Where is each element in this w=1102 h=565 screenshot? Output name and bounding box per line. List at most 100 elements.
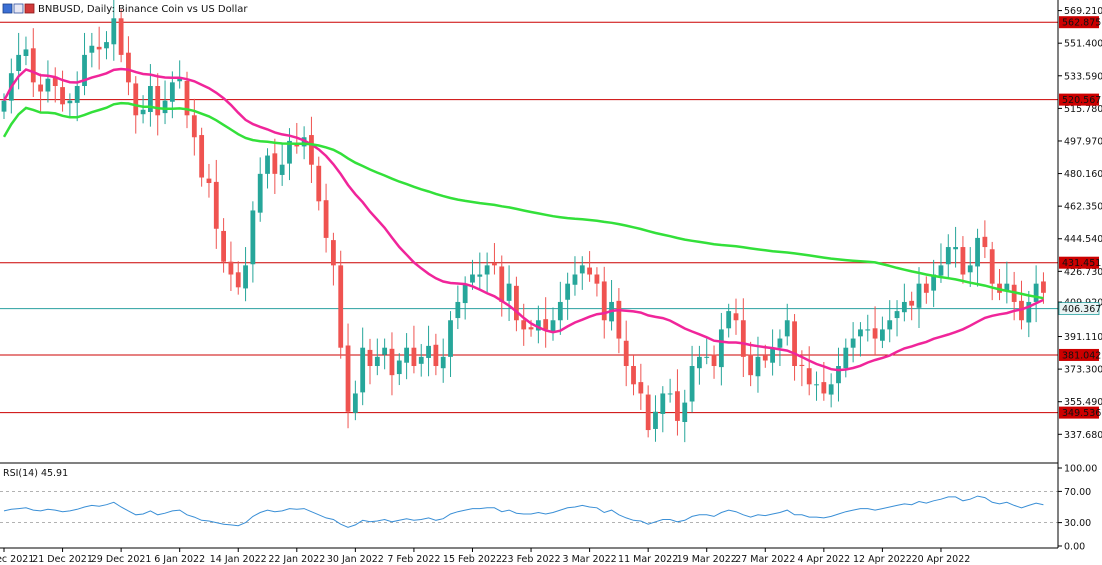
x-tick-label: 7 Feb 2022: [387, 554, 440, 565]
candle-body: [499, 266, 505, 302]
close-icon: [24, 3, 35, 14]
candle-body: [338, 265, 344, 348]
candle-body: [770, 347, 775, 363]
moving-average-fast: [2, 67, 1044, 372]
level-price-tag: [1059, 16, 1099, 29]
candle-body: [418, 356, 424, 364]
candle-body: [748, 354, 754, 376]
level-price-tag: [1059, 348, 1099, 361]
rsi-tick-label: 0.00: [1064, 542, 1085, 553]
candle-body: [111, 18, 117, 45]
candle-body: [169, 82, 175, 102]
candle-body: [89, 45, 95, 53]
candle-body: [843, 347, 849, 369]
candle-body: [206, 178, 212, 184]
candle-body: [945, 247, 951, 265]
rsi-panel[interactable]: [0, 490, 1058, 528]
candle-body: [104, 42, 109, 49]
x-tick-label: 22 Jan 2022: [268, 554, 325, 565]
candle-body: [96, 46, 102, 50]
x-tick-label: 29 Dec 2021: [91, 554, 152, 565]
x-tick-label: 21 Dec 2021: [32, 554, 93, 565]
x-tick-label: 13 Dec 2021: [0, 554, 34, 565]
candle-body: [1033, 283, 1039, 302]
x-tick-label: 30 Jan 2022: [327, 554, 384, 565]
main-price-panel[interactable]: [0, 0, 1058, 443]
candle-body: [272, 153, 278, 174]
candle-body: [199, 135, 205, 178]
current-price-label: 406.367: [1062, 304, 1101, 315]
candle-body: [872, 328, 878, 339]
candle-body: [323, 200, 329, 238]
level-price-tag: [1059, 256, 1099, 269]
candle-body: [557, 301, 563, 321]
window-icons: [2, 3, 35, 14]
candle-body: [711, 354, 717, 367]
candle-body: [909, 300, 915, 306]
y-tick-label: 515.780: [1064, 104, 1102, 115]
candle-body: [521, 320, 527, 330]
candle-body: [360, 347, 366, 393]
candle-body: [1004, 283, 1010, 291]
candle-body: [689, 366, 695, 402]
candle-body: [762, 355, 768, 361]
candle-body: [67, 100, 73, 104]
candle-body: [858, 329, 863, 337]
candle-body: [133, 83, 139, 116]
candle-body: [1, 100, 7, 112]
candle-body: [177, 78, 183, 82]
candle-body: [733, 313, 739, 321]
candle-body: [916, 283, 922, 308]
candle-body: [118, 18, 124, 55]
candle-body: [616, 300, 622, 339]
candle-body: [623, 340, 629, 367]
candle-body: [601, 281, 607, 321]
candle-body: [726, 311, 732, 329]
candle-body: [631, 366, 636, 385]
candle-body: [477, 274, 483, 277]
candle-body: [30, 48, 36, 83]
candle-body: [148, 86, 153, 112]
candle-body: [960, 247, 966, 275]
candle-body: [389, 348, 395, 376]
level-price-tag: [1059, 93, 1099, 106]
x-tick-label: 19 Mar 2022: [677, 554, 737, 565]
candle-body: [1026, 301, 1032, 323]
candle-body: [243, 265, 248, 289]
y-tick-label: 480.160: [1064, 169, 1102, 180]
candle-body: [60, 87, 65, 105]
y-tick-label: 497.970: [1064, 136, 1102, 147]
x-tick-label: 6 Jan 2022: [154, 554, 205, 565]
y-tick-label: 337.680: [1064, 430, 1102, 441]
candle-body: [982, 236, 988, 248]
candle-body: [894, 311, 900, 319]
candle-body: [967, 265, 973, 273]
candle-body: [543, 319, 549, 330]
y-tick-label: 426.730: [1064, 267, 1102, 278]
candle-body: [257, 173, 263, 213]
candle-body: [470, 274, 475, 283]
x-tick-label: 20 Apr 2022: [912, 554, 971, 565]
candle-body: [565, 283, 571, 300]
candle-body: [740, 320, 746, 357]
candle-body: [16, 54, 22, 72]
candle-body: [74, 86, 80, 103]
candle-body: [265, 155, 270, 174]
candle-body: [462, 283, 468, 304]
moving-average-slow: [2, 101, 1044, 300]
x-tick-label: 14 Jan 2022: [210, 554, 267, 565]
candle-body: [682, 402, 688, 423]
candle-body: [814, 384, 819, 386]
candle-body: [38, 84, 43, 92]
chart-labels: BNBUSD, Daily: Binance Coin vs US Dollar…: [2, 3, 248, 479]
current-price-tag: [1058, 302, 1100, 316]
x-tick-label: 27 Mar 2022: [735, 554, 795, 565]
candle-body: [638, 382, 644, 394]
candle-body: [938, 265, 944, 276]
candle-body: [345, 345, 351, 412]
level-price-label: 431.451: [1062, 258, 1101, 269]
rsi-tick-label: 30.00: [1064, 518, 1091, 529]
candle-body: [191, 115, 197, 138]
candle-body: [45, 78, 51, 92]
